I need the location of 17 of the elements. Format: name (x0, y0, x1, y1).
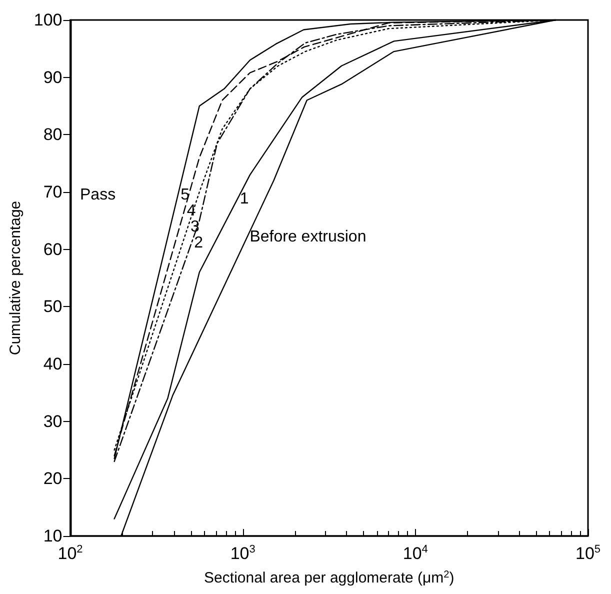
y-tick-label: 90 (43, 68, 62, 87)
y-tick-label: 60 (43, 240, 62, 259)
annotation: Pass (80, 186, 116, 204)
y-tick-label: 70 (43, 182, 62, 202)
y-tick-label: 20 (43, 469, 62, 488)
y-tick-label: 30 (43, 412, 62, 431)
series-label: 1 (240, 190, 249, 208)
series-label: Before extrusion (250, 228, 366, 246)
y-tick-label: 40 (43, 354, 62, 374)
y-tick-label: 10 (43, 526, 62, 546)
y-tick-label: 80 (43, 125, 62, 144)
series-label: 2 (194, 234, 204, 252)
series-label: 3 (190, 218, 200, 236)
y-axis-title: Cumulative percentage (7, 200, 24, 356)
y-tick-label: 50 (43, 297, 62, 316)
y-tick-label: 100 (34, 10, 62, 30)
series-label: 4 (186, 202, 196, 220)
